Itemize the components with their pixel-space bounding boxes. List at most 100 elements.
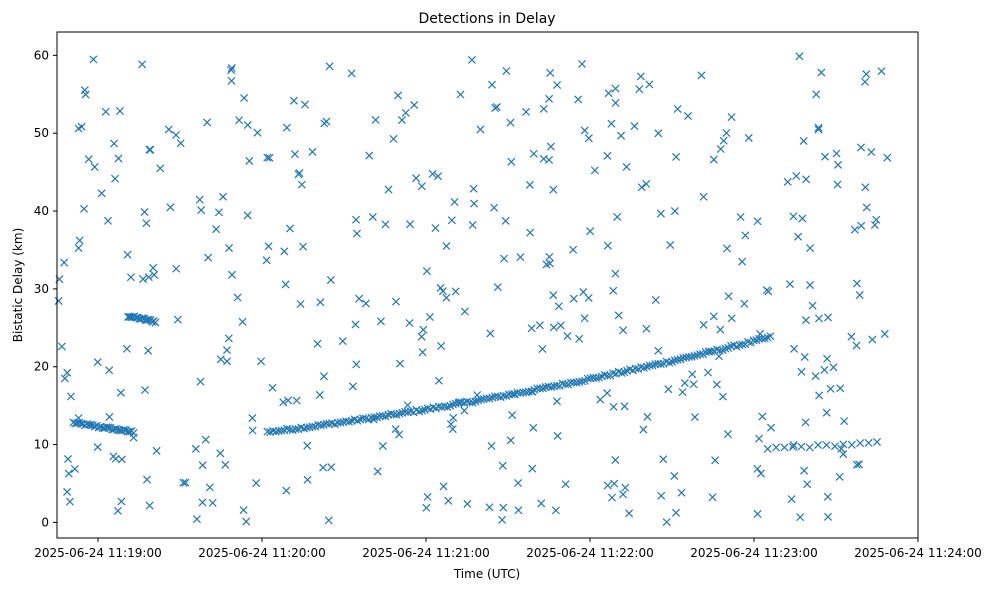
data-point	[552, 397, 561, 406]
data-point	[325, 62, 334, 71]
data-point	[205, 483, 214, 492]
data-point-track-09	[797, 442, 806, 451]
data-point	[529, 149, 538, 158]
data-point	[883, 153, 892, 162]
data-point	[498, 515, 507, 524]
data-point	[823, 354, 832, 363]
data-point	[238, 317, 247, 326]
data-point	[847, 332, 856, 341]
data-point	[201, 435, 210, 444]
data-point	[549, 185, 558, 194]
data-point	[368, 212, 377, 222]
data-point	[214, 208, 223, 217]
data-point	[528, 464, 537, 473]
data-point	[63, 487, 72, 496]
data-point	[727, 113, 736, 122]
data-point	[117, 455, 126, 464]
data-point	[140, 207, 149, 217]
data-point	[221, 460, 230, 469]
data-point	[867, 148, 876, 157]
data-point	[690, 413, 699, 422]
data-point	[114, 154, 123, 163]
data-point	[129, 433, 138, 442]
data-point	[319, 463, 328, 472]
data-point	[574, 95, 583, 104]
plot-frame	[56, 31, 919, 539]
data-point	[545, 94, 554, 103]
data-point	[835, 472, 844, 481]
data-point	[508, 411, 517, 420]
data-point	[126, 273, 135, 282]
data-point	[506, 118, 515, 127]
data-point	[141, 385, 150, 395]
data-point	[584, 134, 593, 143]
data-point	[862, 70, 871, 79]
data-point	[434, 376, 443, 385]
y-tick-label: 20	[34, 360, 49, 374]
data-point	[704, 368, 713, 377]
data-point	[823, 512, 832, 521]
data-point	[219, 192, 228, 201]
data-point	[468, 221, 477, 230]
data-point	[756, 469, 766, 478]
data-point	[279, 398, 288, 407]
data-point	[677, 488, 686, 497]
data-point	[97, 189, 106, 198]
data-point	[823, 492, 832, 501]
data-point	[820, 152, 830, 161]
data-point-track-09	[780, 443, 789, 452]
data-point	[455, 398, 464, 407]
data-point	[538, 344, 547, 354]
data-point-track-main	[707, 347, 716, 356]
data-point	[417, 182, 426, 191]
data-point	[80, 204, 89, 213]
data-point	[313, 339, 322, 348]
data-point	[722, 244, 732, 253]
data-point	[832, 149, 841, 158]
data-point	[705, 347, 714, 356]
data-point	[303, 475, 312, 484]
data-point	[253, 128, 262, 137]
data-points	[54, 52, 892, 527]
data-point	[556, 321, 565, 330]
data-point	[716, 325, 725, 334]
data-point	[326, 275, 335, 285]
data-point	[499, 503, 508, 512]
data-point	[493, 283, 502, 292]
data-point-track-main	[468, 398, 477, 407]
data-point	[839, 450, 848, 459]
data-point	[110, 139, 119, 148]
data-point	[449, 413, 458, 422]
data-point	[683, 111, 693, 120]
data-point	[203, 118, 212, 127]
data-point	[469, 184, 478, 193]
data-point	[800, 352, 809, 362]
data-point	[139, 275, 148, 284]
data-point	[758, 412, 767, 421]
data-point	[642, 179, 651, 188]
data-point-track-main	[471, 397, 480, 406]
data-point	[93, 358, 102, 367]
data-point-track-09	[763, 444, 772, 453]
data-point	[116, 388, 125, 397]
data-point-track-main	[673, 355, 682, 364]
data-point	[792, 172, 801, 181]
y-tick-label: 30	[34, 282, 49, 296]
data-point	[352, 229, 361, 238]
data-point	[688, 370, 697, 379]
data-point	[412, 174, 421, 183]
data-point	[197, 206, 206, 215]
data-point	[473, 391, 482, 400]
data-point	[625, 509, 634, 518]
data-point	[852, 279, 861, 288]
data-point	[280, 247, 289, 256]
data-point	[611, 456, 620, 465]
data-point	[618, 490, 628, 499]
data-point	[539, 104, 548, 113]
data-point	[753, 509, 762, 518]
data-point	[724, 292, 733, 301]
data-point	[662, 518, 671, 527]
data-point	[870, 220, 879, 230]
data-point	[546, 68, 555, 77]
data-point	[880, 329, 889, 338]
